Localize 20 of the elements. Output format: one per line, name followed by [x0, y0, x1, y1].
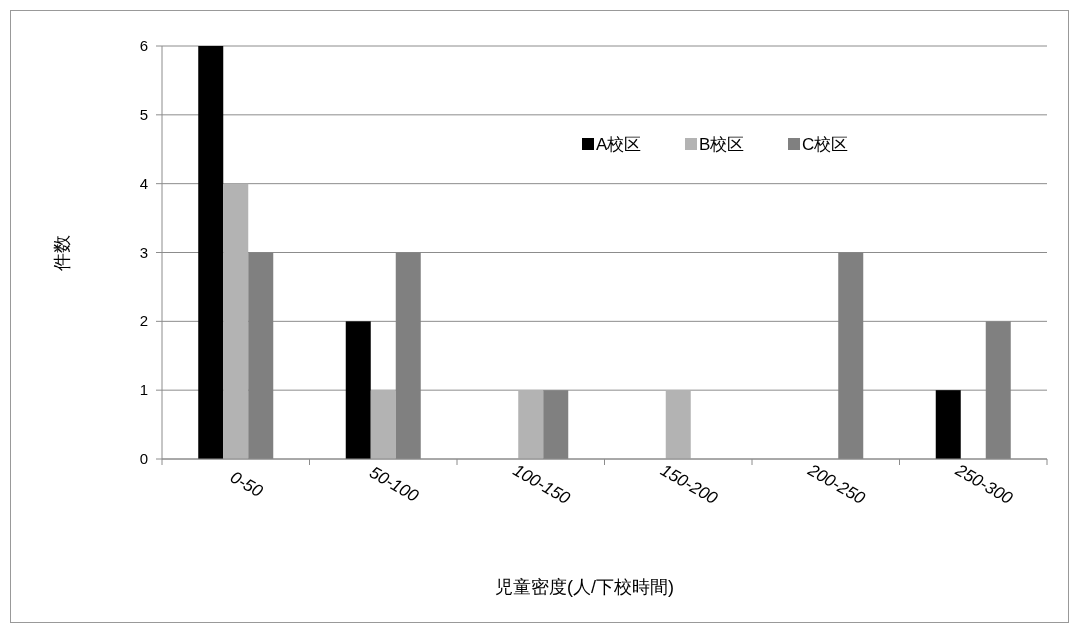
bar	[518, 390, 544, 459]
x-axis-title: 児童密度(人/下校時間)	[495, 577, 674, 597]
y-tick-label: 5	[139, 105, 148, 123]
legend-label: C校区	[802, 135, 849, 154]
bar	[665, 390, 691, 459]
y-tick-label: 0	[139, 450, 148, 467]
bar	[935, 390, 961, 459]
x-tick-label: 0-50	[227, 467, 267, 502]
legend-label: A校区	[596, 135, 642, 154]
y-axis-title: 件数	[52, 234, 72, 271]
y-tick-label: 2	[139, 312, 148, 330]
bar	[370, 390, 396, 459]
y-tick-label: 3	[139, 243, 148, 261]
legend-label: B校区	[699, 135, 745, 154]
y-tick-label: 6	[139, 37, 148, 54]
bar	[198, 46, 224, 459]
y-tick-label: 1	[139, 381, 148, 399]
bar	[345, 321, 371, 459]
y-tick-label: 4	[139, 174, 148, 192]
bar	[223, 183, 249, 459]
